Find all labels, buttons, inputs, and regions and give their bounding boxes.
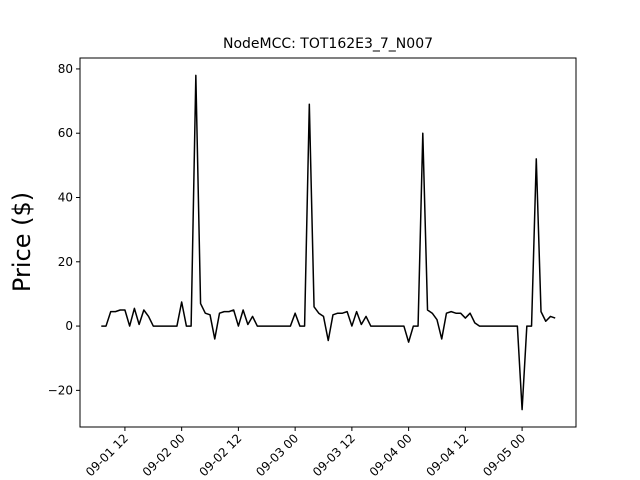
y-axis-label: Price ($)	[8, 192, 36, 292]
y-tick-label: 40	[58, 191, 73, 205]
plot-frame	[79, 57, 577, 428]
x-tick-label: 09-05 00	[480, 431, 528, 479]
price-line	[101, 74, 556, 411]
chart-title: NodeMCC: TOT162E3_7_N007	[223, 36, 433, 52]
y-tick-label: 60	[58, 126, 73, 140]
x-tick-label: 09-04 12	[423, 431, 471, 479]
y-tick-label: 0	[65, 319, 73, 333]
x-tick-label: 09-03 00	[253, 431, 301, 479]
y-tick-label: −20	[48, 383, 73, 397]
y-tick-label: 80	[58, 62, 73, 76]
y-tick-label: 20	[58, 255, 73, 269]
x-tick-label: 09-02 00	[140, 431, 188, 479]
x-tick-label: 09-02 12	[196, 431, 244, 479]
x-tick-label: 09-03 12	[310, 431, 358, 479]
x-tick-label: 09-01 12	[83, 431, 131, 479]
x-tick-label: 09-04 00	[367, 431, 415, 479]
